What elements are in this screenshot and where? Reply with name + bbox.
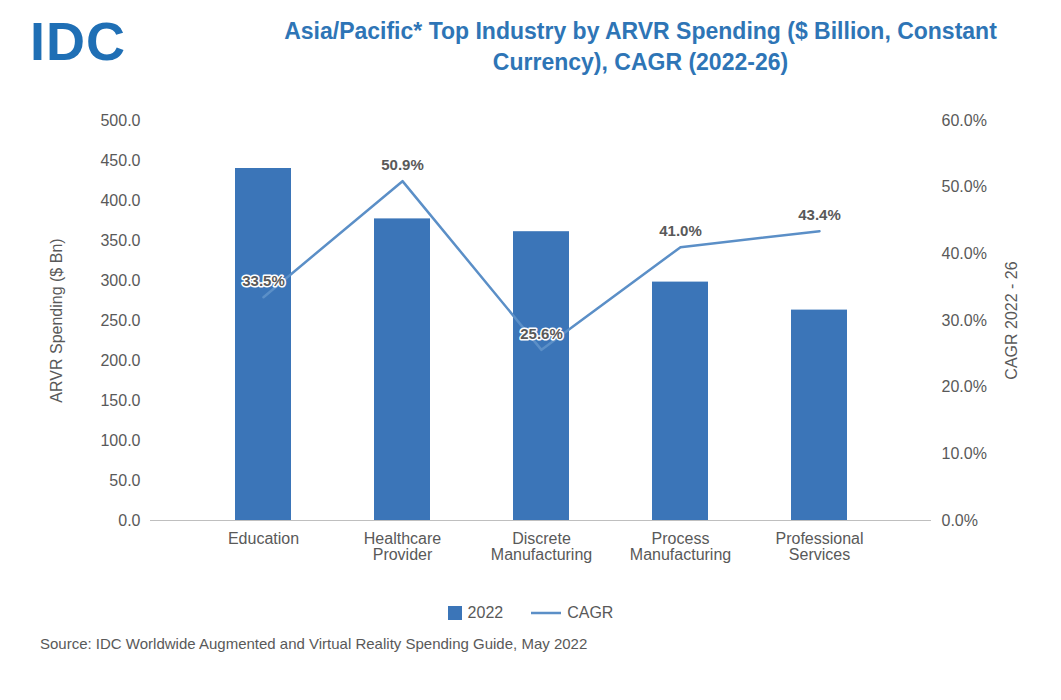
svg-text:CAGR 2022 - 26: CAGR 2022 - 26 (1003, 261, 1020, 379)
svg-text:HealthcareProvider: HealthcareProvider (364, 530, 441, 563)
html-text:IDC: IDC (30, 11, 126, 71)
svg-text:0.0%: 0.0% (942, 512, 978, 529)
html-text:Source: IDC Worldwide Augmente: Source: IDC Worldwide Augmented and Virt… (40, 635, 588, 652)
svg-text:41.0%: 41.0% (659, 222, 702, 239)
svg-text:ProfessionalServices: ProfessionalServices (775, 530, 863, 563)
svg-text:0.0: 0.0 (118, 512, 140, 529)
html-text:CAGR: CAGR (567, 604, 614, 621)
svg-text:50.0%: 50.0% (942, 178, 987, 195)
svg-text:350.0: 350.0 (100, 232, 140, 249)
svg-text:DiscreteManufacturing: DiscreteManufacturing (491, 530, 592, 563)
svg-text:400.0: 400.0 (100, 192, 140, 209)
svg-text:33.5%: 33.5% (242, 272, 285, 289)
svg-text:200.0: 200.0 (100, 352, 140, 369)
svg-text:100.0: 100.0 (100, 432, 140, 449)
svg-text:250.0: 250.0 (100, 312, 140, 329)
svg-text:ARVR Spending ($ Bn): ARVR Spending ($ Bn) (48, 238, 65, 402)
html-text:Asia/Pacific* Top Industry by: Asia/Pacific* Top Industry by ARVR Spend… (284, 18, 997, 75)
svg-text:43.4%: 43.4% (798, 206, 841, 223)
svg-text:60.0%: 60.0% (942, 112, 987, 129)
html-text:2022: 2022 (467, 604, 504, 621)
svg-text:40.0%: 40.0% (942, 245, 987, 262)
svg-text:500.0: 500.0 (100, 112, 140, 129)
svg-text:150.0: 150.0 (100, 392, 140, 409)
svg-text:ProcessManufacturing: ProcessManufacturing (630, 530, 731, 563)
svg-text:450.0: 450.0 (100, 152, 140, 169)
svg-text:50.0: 50.0 (109, 472, 140, 489)
svg-text:30.0%: 30.0% (942, 312, 987, 329)
svg-text:10.0%: 10.0% (942, 445, 987, 462)
svg-text:300.0: 300.0 (100, 272, 140, 289)
svg-text:Education: Education (228, 530, 299, 547)
svg-text:50.9%: 50.9% (381, 156, 424, 173)
svg-text:20.0%: 20.0% (942, 378, 987, 395)
svg-text:25.6%: 25.6% (520, 325, 563, 342)
